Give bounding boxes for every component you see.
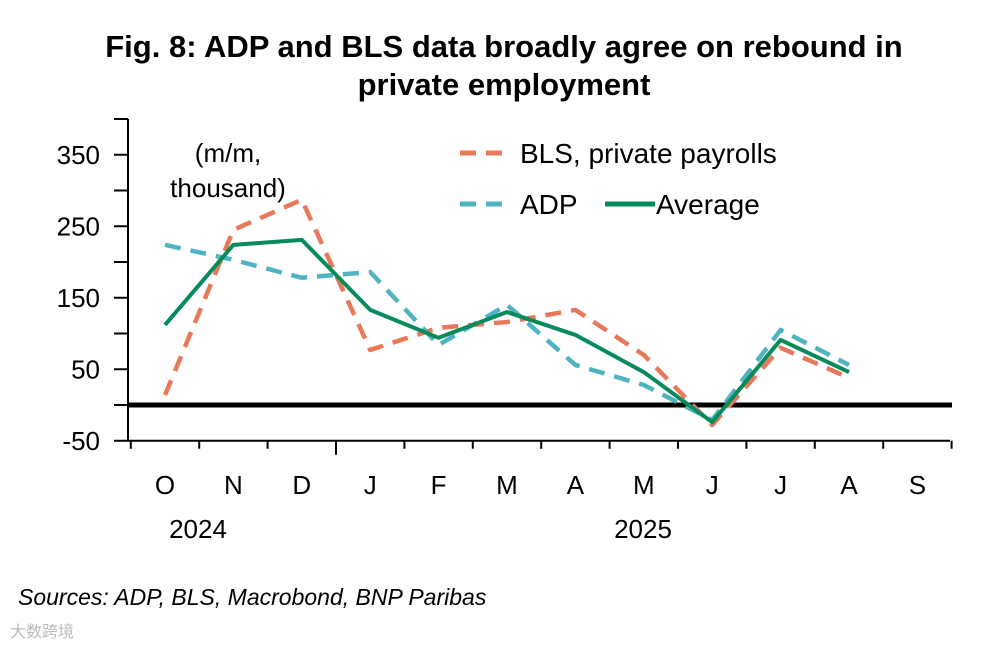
x-tick-label: J — [364, 470, 377, 500]
legend-label: ADP — [520, 189, 578, 220]
y-tick-label: 150 — [57, 283, 100, 313]
series-line-adp — [164, 242, 851, 423]
source-note: Sources: ADP, BLS, Macrobond, BNP Pariba… — [18, 584, 487, 610]
year-label: 2024 — [169, 514, 227, 544]
x-tick-label: N — [224, 470, 243, 500]
x-tick-label: A — [840, 470, 858, 500]
unit-label: (m/m, — [195, 138, 261, 168]
x-tick-label: F — [431, 470, 447, 500]
x-tick-label: M — [496, 470, 518, 500]
x-tick-label: O — [155, 470, 175, 500]
title-line-2: private employment — [357, 67, 651, 102]
watermark: 大数跨境 — [10, 624, 75, 641]
x-tick-label: J — [706, 470, 719, 500]
unit-label: thousand) — [170, 173, 286, 203]
legend-label: BLS, private payrolls — [520, 138, 777, 169]
y-tick-label: -50 — [62, 426, 100, 456]
y-tick-label: 50 — [71, 354, 100, 384]
x-tick-label: A — [567, 470, 585, 500]
x-tick-label: D — [292, 470, 311, 500]
year-label: 2025 — [614, 514, 672, 544]
y-tick-label: 350 — [57, 140, 100, 170]
legend-label: Average — [656, 189, 760, 220]
x-tick-label: J — [774, 470, 787, 500]
chart-title: Fig. 8: ADP and BLS data broadly agree o… — [0, 28, 1008, 104]
x-tick-label: S — [909, 470, 926, 500]
title-line-1: Fig. 8: ADP and BLS data broadly agree o… — [105, 29, 903, 64]
y-tick-label: 250 — [57, 211, 100, 241]
x-tick-label: M — [633, 470, 655, 500]
